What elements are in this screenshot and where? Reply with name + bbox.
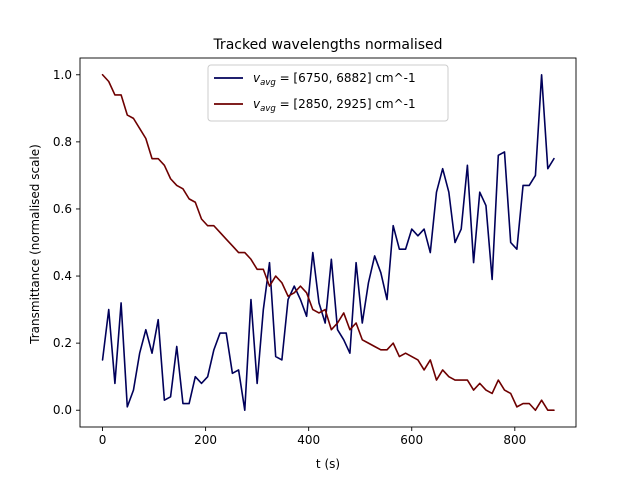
y-tick-label: 0.0 [53, 403, 72, 417]
plot-area [101, 73, 555, 412]
chart-title: Tracked wavelengths normalised [212, 37, 442, 53]
x-tick-label: 200 [194, 433, 217, 447]
y-tick-label: 1.0 [53, 68, 72, 82]
y-tick-label: 0.2 [53, 336, 72, 350]
axis-ticks: 0 200 400 600 800 0.0 0.2 0.4 0.6 0.8 1.0 [53, 68, 526, 447]
x-axis-label: t (s) [316, 457, 340, 471]
series-line-1 [101, 73, 555, 412]
legend: vavg = [6750, 6882] cm^-1 vavg = [2850, 2… [207, 64, 449, 122]
y-axis-label: Transmittance (normalised scale) [28, 144, 42, 345]
legend-label-2: vavg = [2850, 2925] cm^-1 [253, 97, 416, 114]
plot-frame [79, 57, 577, 428]
legend-box [207, 64, 449, 122]
y-tick-label: 0.6 [53, 202, 72, 216]
x-tick-label: 400 [297, 433, 320, 447]
x-tick-label: 600 [400, 433, 423, 447]
y-tick-label: 0.8 [53, 135, 72, 149]
series-line-2 [101, 73, 555, 412]
x-tick-label: 800 [503, 433, 526, 447]
x-tick-label: 0 [99, 433, 107, 447]
legend-label-1: vavg = [6750, 6882] cm^-1 [253, 71, 416, 88]
y-tick-label: 0.4 [53, 269, 72, 283]
